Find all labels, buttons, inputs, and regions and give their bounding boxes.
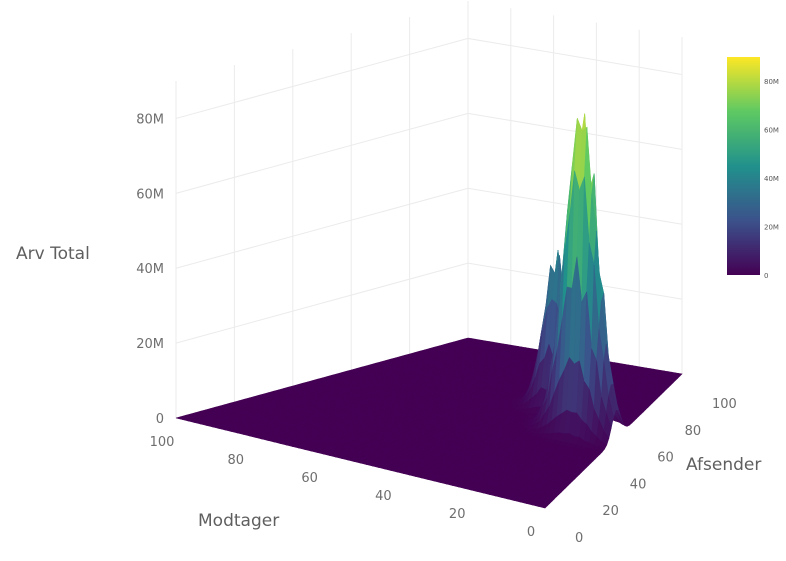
y-tick-label: 20 xyxy=(602,504,619,519)
z-axis-title: Arv Total xyxy=(16,244,90,264)
z-tick-label: 20M xyxy=(136,337,164,352)
z-axis-ticks: 0 20M 40M 60M 80M xyxy=(136,112,164,427)
y-tick-label: 0 xyxy=(575,531,583,546)
x-tick-label: 20 xyxy=(449,507,466,522)
grid-line-z xyxy=(176,188,682,268)
y-tick-label: 80 xyxy=(685,424,702,439)
colorbar-ticks: 0 20M 40M 60M 80M xyxy=(764,78,779,280)
grid-line-z xyxy=(176,113,682,193)
z-tick-label: 40M xyxy=(136,262,164,277)
colorbar: 0 20M 40M 60M 80M xyxy=(727,57,779,280)
x-tick-label: 0 xyxy=(527,525,535,540)
x-tick-label: 80 xyxy=(228,453,245,468)
colorbar-tick-label: 80M xyxy=(764,78,779,86)
colorbar-tick-label: 40M xyxy=(764,175,779,183)
colorbar-gradient xyxy=(727,57,760,275)
x-tick-label: 40 xyxy=(375,489,392,504)
colorbar-tick-label: 60M xyxy=(764,127,779,135)
colorbar-tick-label: 0 xyxy=(764,272,768,280)
x-tick-label: 100 xyxy=(150,435,175,450)
z-tick-label: 0 xyxy=(156,412,164,427)
grid-line-z xyxy=(176,38,682,118)
x-tick-label: 60 xyxy=(301,471,318,486)
colorbar-tick-label: 20M xyxy=(764,224,779,232)
z-tick-label: 60M xyxy=(136,187,164,202)
x-axis-title: Modtager xyxy=(198,511,279,531)
y-axis-title: Afsender xyxy=(686,455,761,475)
y-tick-label: 60 xyxy=(657,451,674,466)
y-tick-label: 40 xyxy=(630,477,647,492)
y-tick-label: 100 xyxy=(712,397,737,412)
z-tick-label: 80M xyxy=(136,112,164,127)
